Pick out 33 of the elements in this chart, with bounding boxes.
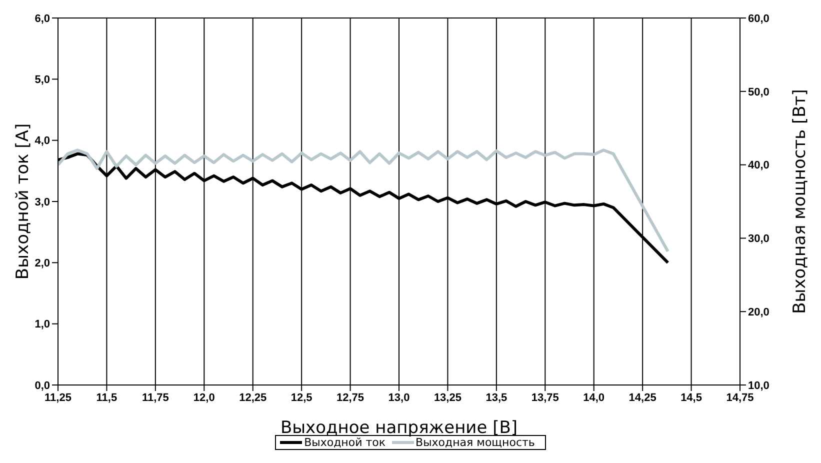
y-tick-label: 3,0 — [34, 196, 50, 208]
x-tick-label: 13,5 — [486, 392, 508, 404]
x-tick-label: 14,75 — [726, 392, 754, 404]
x-tick-label: 13,25 — [434, 392, 462, 404]
legend-label: Выходная мощность — [416, 436, 535, 449]
y2-tick-label: 50,0 — [748, 86, 770, 98]
y2-tick-label: 60,0 — [748, 12, 770, 25]
x-tick-label: 11,5 — [96, 392, 118, 404]
y-tick-label: 5,0 — [34, 74, 50, 86]
y2-tick-label: 10,0 — [748, 380, 770, 392]
y-tick-label: 0,0 — [34, 380, 50, 392]
y-tick-label: 2,0 — [34, 258, 50, 270]
x-tick-label: 14,25 — [628, 392, 656, 404]
y2-axis-title: Выходная мощность [Вт] — [790, 89, 810, 314]
y-axis-title: Выходной ток [А] — [13, 123, 34, 280]
x-tick-label: 11,25 — [44, 392, 72, 404]
x-tick-label: 13,75 — [531, 392, 559, 404]
x-tick-label: 12,25 — [239, 392, 267, 404]
y-tick-label: 6,0 — [34, 12, 50, 25]
x-tick-label: 14,0 — [583, 392, 605, 404]
y2-tick-label: 40,0 — [748, 160, 770, 172]
x-tick-label: 12,75 — [336, 392, 364, 404]
y2-tick-label: 20,0 — [748, 306, 770, 319]
legend-label: Выходной ток — [303, 436, 386, 449]
x-axis-title: Выходное напряжение [В] — [280, 418, 518, 438]
y-tick-label: 1,0 — [34, 318, 50, 331]
x-tick-label: 12,0 — [193, 392, 215, 404]
y2-tick-label: 30,0 — [748, 233, 770, 246]
x-tick-label: 13,0 — [388, 392, 410, 404]
x-tick-label: 12,5 — [290, 392, 312, 404]
x-tick-label: 11,75 — [142, 392, 169, 404]
y-tick-label: 4,0 — [34, 135, 50, 148]
x-tick-label: 14,5 — [680, 392, 702, 404]
